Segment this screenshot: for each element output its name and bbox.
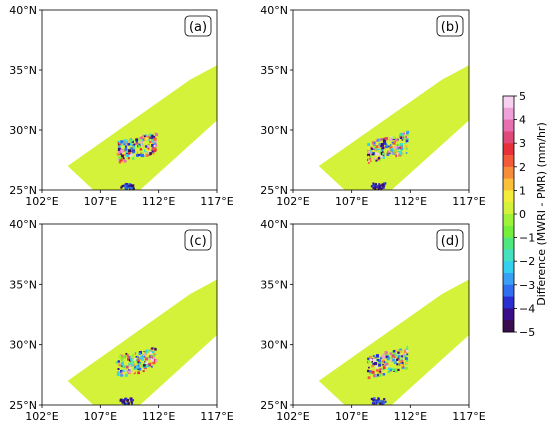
x-tick-label: 112°E bbox=[394, 410, 427, 423]
colorbar-cell bbox=[503, 190, 514, 203]
colorbar-tick-label: 1 bbox=[519, 184, 526, 197]
colorbar-tick-label: −3 bbox=[519, 279, 535, 292]
x-tick-label: 117°E bbox=[452, 410, 485, 423]
colorbar-cell bbox=[503, 107, 514, 120]
colorbar-cell bbox=[503, 178, 514, 191]
x-tick-label: 117°E bbox=[200, 195, 233, 208]
colorbar-cell bbox=[503, 320, 514, 333]
colorbar-cell bbox=[503, 166, 514, 179]
difference-speckles bbox=[116, 132, 159, 190]
swath-region bbox=[318, 279, 469, 405]
x-tick-label: 102°E bbox=[25, 195, 58, 208]
panel-label: (a) bbox=[189, 20, 207, 35]
x-tick-label: 102°E bbox=[276, 410, 309, 423]
colorbar-cell bbox=[503, 261, 514, 274]
y-tick-label: 30°N bbox=[260, 124, 288, 137]
map-panel: 102°E 107°E 112°E 117°E 25°N 30°N 35°N 40°N (b) bbox=[260, 4, 486, 208]
colorbar-tick-label: 5 bbox=[519, 90, 526, 103]
panel-frame bbox=[41, 9, 218, 191]
y-tick-label: 35°N bbox=[260, 64, 288, 77]
difference-speckles bbox=[115, 347, 158, 405]
panel-label: (c) bbox=[189, 234, 206, 249]
colorbar-tick-label: 0 bbox=[519, 208, 526, 221]
colorbar-cell bbox=[503, 155, 514, 168]
x-tick-label: 117°E bbox=[452, 195, 485, 208]
colorbar-cell bbox=[503, 308, 514, 321]
colorbar-cell bbox=[503, 131, 514, 144]
x-tick-label: 117°E bbox=[200, 410, 233, 423]
x-tick-label: 107°E bbox=[335, 195, 368, 208]
colorbar-label: Difference (MWRI - PMR) (mm/hr) bbox=[535, 122, 548, 305]
colorbar-tick-label: −4 bbox=[519, 302, 535, 315]
panel-label: (d) bbox=[441, 234, 459, 249]
y-tick-label: 25°N bbox=[260, 399, 288, 412]
y-tick-label: 25°N bbox=[260, 184, 288, 197]
colorbar-tick-label: −1 bbox=[519, 232, 535, 245]
difference-speckles bbox=[366, 345, 409, 405]
y-tick-label: 25°N bbox=[9, 184, 37, 197]
colorbar-cell bbox=[503, 96, 514, 109]
colorbar: 5 4 3 2 1 0 −1 −2 −3 −4 −5 Difference (MWRI - PMR)… bbox=[502, 90, 548, 339]
swath-region bbox=[318, 65, 469, 190]
y-tick-label: 40°N bbox=[9, 4, 37, 17]
x-tick-label: 102°E bbox=[276, 195, 309, 208]
y-tick-label: 30°N bbox=[9, 124, 37, 137]
colorbar-cell bbox=[503, 225, 514, 238]
colorbar-tick-label: 2 bbox=[519, 161, 526, 174]
map-panel: 102°E 107°E 112°E 117°E 25°N 30°N 35°N 40°N (c) bbox=[9, 218, 234, 423]
x-tick-label: 107°E bbox=[84, 195, 117, 208]
colorbar-cell bbox=[503, 237, 514, 250]
panel-frame bbox=[292, 9, 470, 191]
x-tick-label: 102°E bbox=[25, 410, 58, 423]
panel-frame bbox=[292, 223, 470, 406]
colorbar-cell bbox=[503, 143, 514, 156]
x-tick-label: 107°E bbox=[335, 410, 368, 423]
map-panel: 102°E 107°E 112°E 117°E 25°N 30°N 35°N 40°N (d) bbox=[260, 218, 486, 423]
y-tick-label: 40°N bbox=[260, 218, 288, 231]
colorbar-cell bbox=[503, 273, 514, 286]
x-tick-label: 112°E bbox=[142, 410, 175, 423]
y-tick-label: 25°N bbox=[9, 399, 37, 412]
colorbar-cell bbox=[503, 119, 514, 132]
panel-label: (b) bbox=[441, 20, 459, 35]
colorbar-tick-label: 4 bbox=[519, 114, 526, 127]
colorbar-cell bbox=[503, 202, 514, 215]
y-tick-label: 40°N bbox=[260, 4, 288, 17]
panel-frame bbox=[41, 223, 218, 406]
difference-speckles bbox=[366, 130, 410, 190]
colorbar-cell bbox=[503, 284, 514, 297]
swath-region bbox=[67, 65, 217, 190]
colorbar-cell bbox=[503, 296, 514, 309]
y-tick-label: 35°N bbox=[9, 278, 37, 291]
x-tick-label: 112°E bbox=[394, 195, 427, 208]
swath-region bbox=[67, 279, 217, 405]
x-tick-label: 112°E bbox=[142, 195, 175, 208]
y-tick-label: 40°N bbox=[9, 218, 37, 231]
map-panel: 102°E 107°E 112°E 117°E 25°N 30°N 35°N 40°N (a) bbox=[9, 4, 234, 208]
colorbar-tick-label: 3 bbox=[519, 137, 526, 150]
y-tick-label: 30°N bbox=[9, 339, 37, 352]
y-tick-label: 35°N bbox=[260, 278, 288, 291]
colorbar-cell bbox=[503, 249, 514, 262]
x-tick-label: 107°E bbox=[84, 410, 117, 423]
y-tick-label: 30°N bbox=[260, 339, 288, 352]
y-tick-label: 35°N bbox=[9, 64, 37, 77]
colorbar-tick-label: −5 bbox=[519, 326, 535, 339]
colorbar-tick-label: −2 bbox=[519, 255, 535, 268]
colorbar-cell bbox=[503, 214, 514, 227]
